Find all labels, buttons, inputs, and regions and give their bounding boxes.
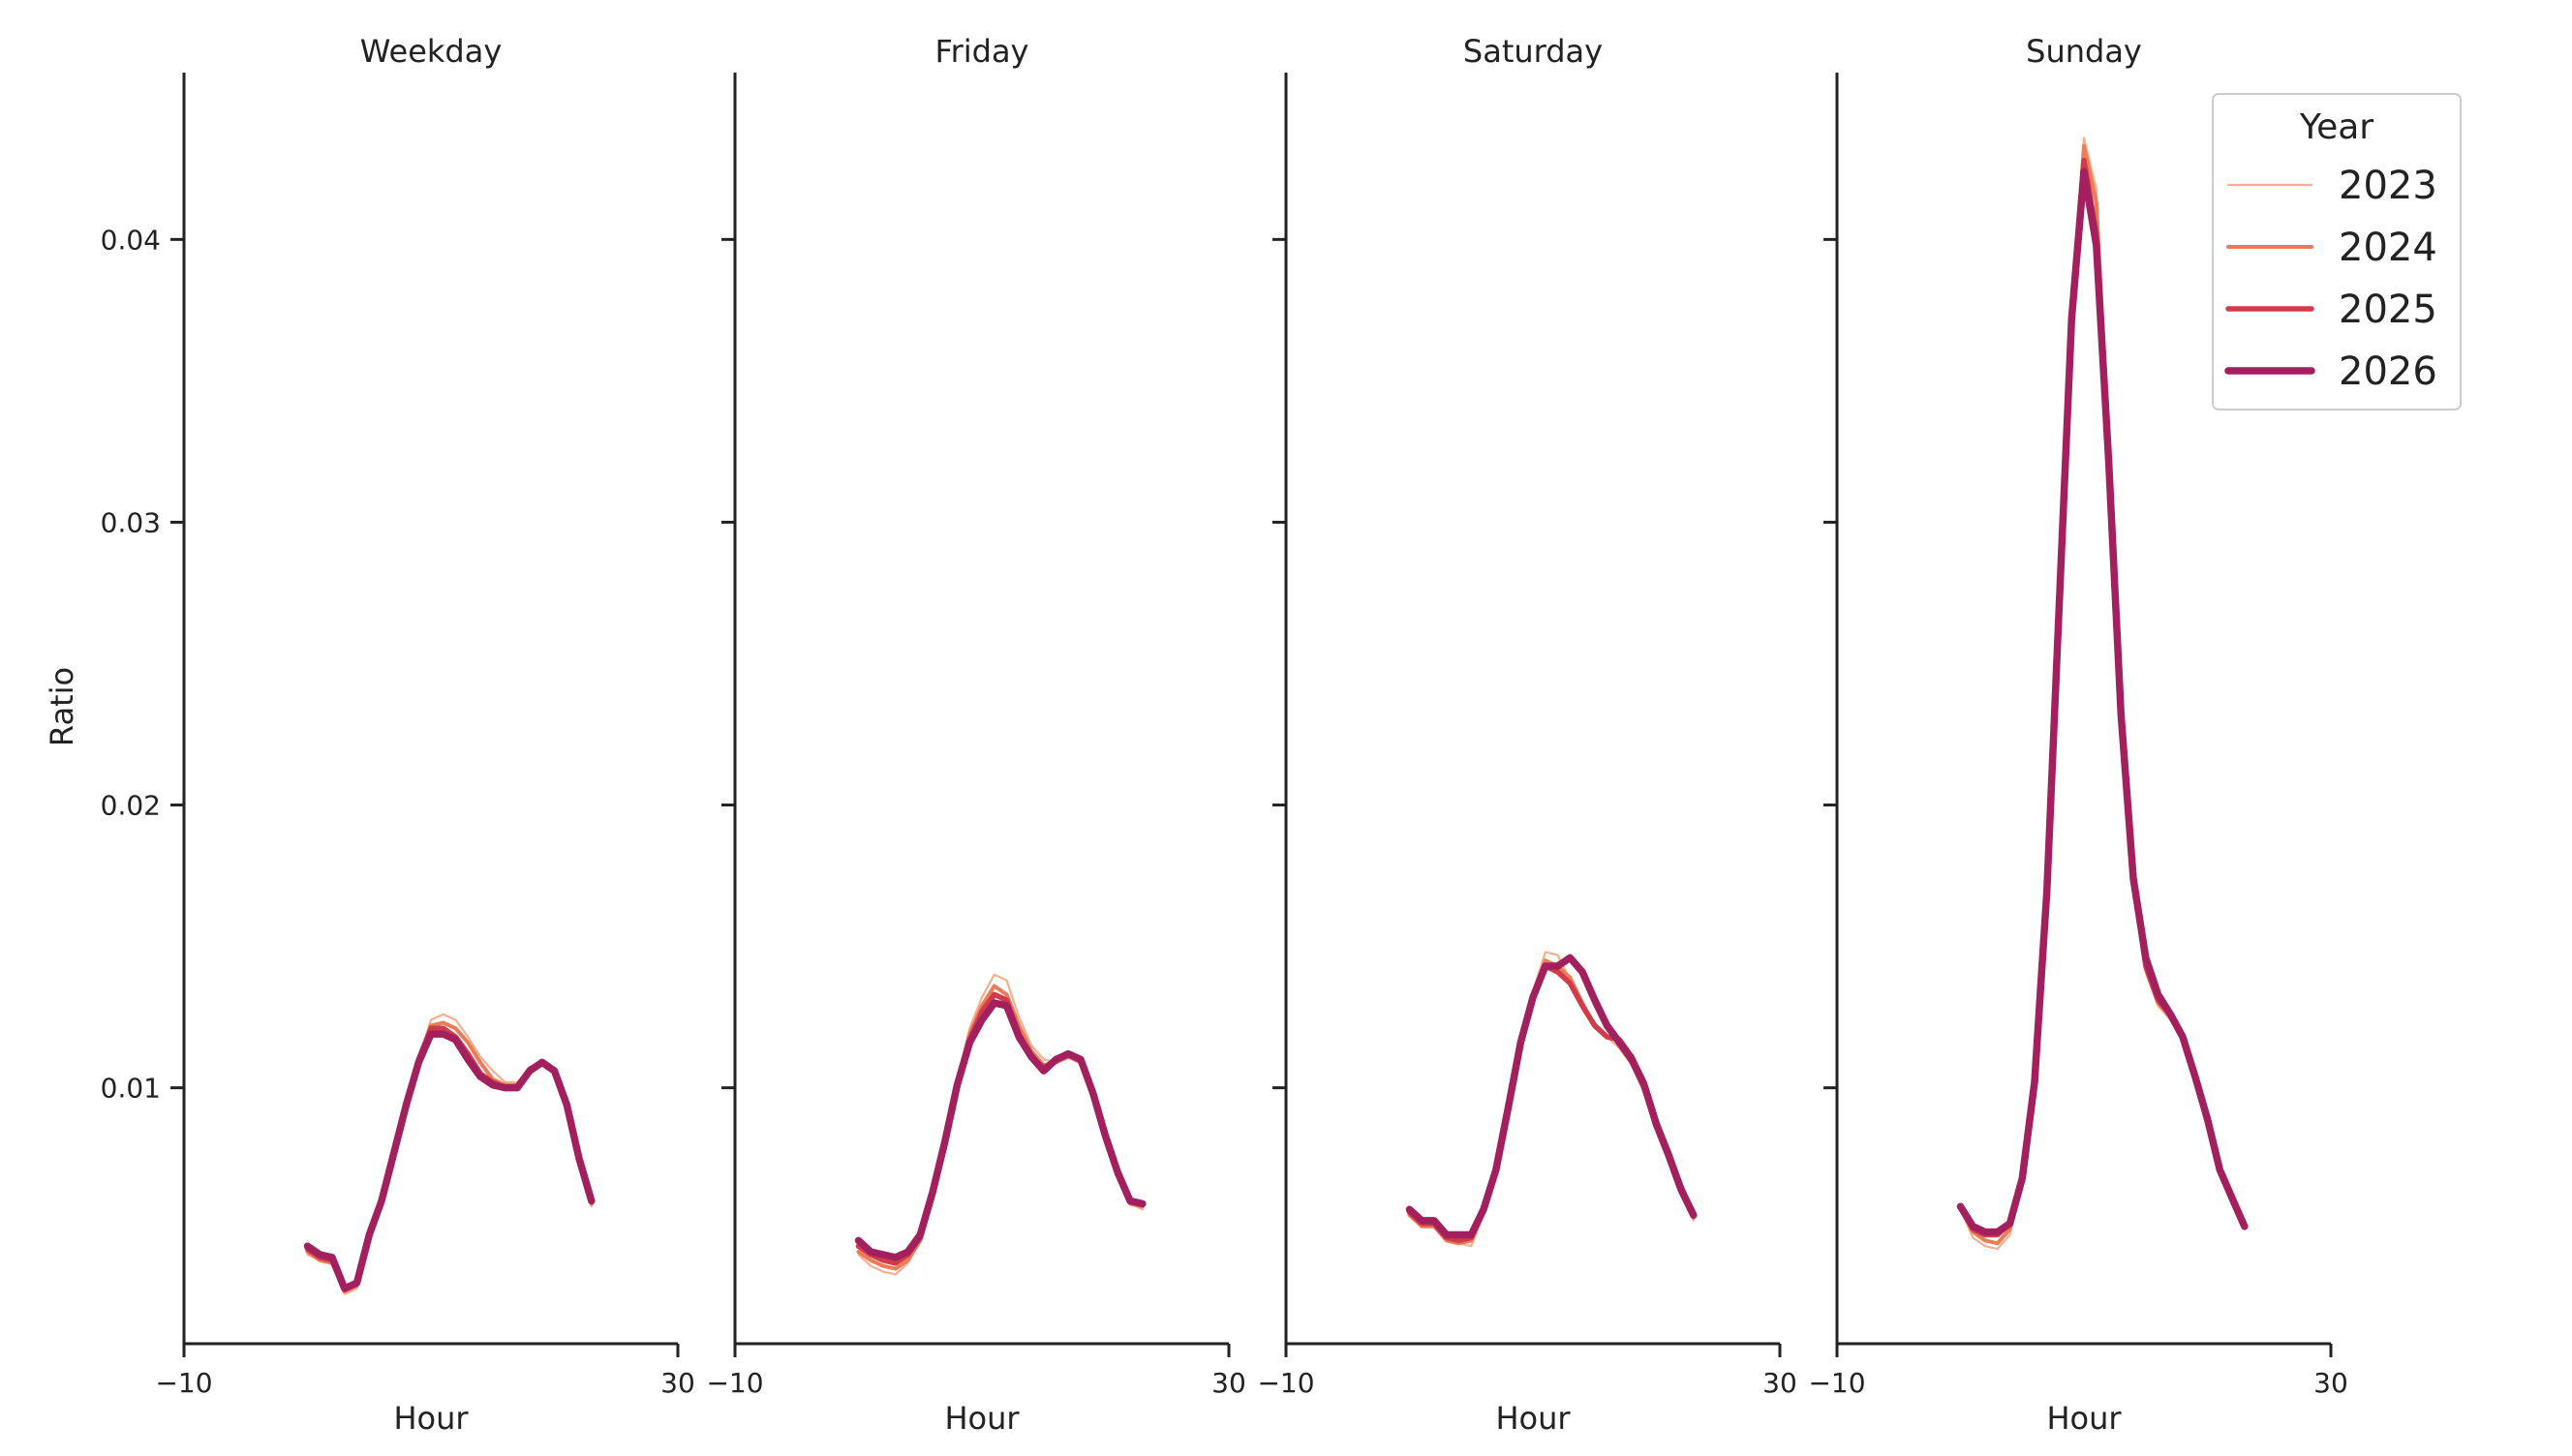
x-axis-label: Hour [1495, 1400, 1571, 1437]
legend-label: 2025 [2339, 288, 2437, 332]
series-line-2023 [306, 1013, 593, 1296]
panel-saturday: Saturday −10 30 Hour [1257, 33, 1796, 1437]
legend-entry-2024: 2024 [2226, 226, 2437, 270]
panel-friday: Friday −10 30 Hour [706, 33, 1245, 1437]
series-line-2026 [1956, 167, 2249, 1236]
x-tick-label: −10 [706, 1367, 763, 1399]
y-tick-label: 0.03 [101, 506, 161, 538]
panel-sunday: Sunday −10 30 Hour [1808, 33, 2347, 1437]
legend-title: Year [2299, 107, 2373, 147]
x-tick-label: 30 [2313, 1367, 2348, 1399]
x-tick-label: 30 [660, 1367, 695, 1399]
x-tick-label: −10 [1257, 1367, 1314, 1399]
y-tick-label: 0.01 [101, 1073, 161, 1105]
y-tick-label: 0.04 [101, 224, 161, 256]
x-axis-label: Hour [2046, 1400, 2122, 1437]
panel-title: Sunday [2026, 33, 2142, 70]
x-tick-label: 30 [1211, 1367, 1246, 1399]
series-line-2026 [303, 1030, 596, 1292]
x-tick-label: 30 [1762, 1367, 1797, 1399]
panel-title: Weekday [360, 33, 503, 70]
legend-entry-2025: 2025 [2225, 288, 2437, 332]
legend-label: 2023 [2339, 164, 2437, 208]
panel-title: Friday [935, 33, 1029, 70]
x-axis-label: Hour [393, 1400, 469, 1437]
legend-label: 2026 [2339, 349, 2437, 394]
x-axis-label: Hour [944, 1400, 1020, 1437]
panel-title: Saturday [1463, 33, 1603, 70]
legend-label: 2024 [2339, 226, 2437, 270]
series-line-2026 [854, 999, 1147, 1261]
legend: Year 2023 2024 2025 2026 [2212, 93, 2462, 410]
panel-weekday: Weekday 0.01 0.02 0.03 0.04 −10 30 Hour [101, 33, 695, 1437]
series-line-2026 [1405, 954, 1698, 1239]
y-axis-label: Ratio [44, 667, 80, 746]
x-tick-label: −10 [1808, 1367, 1865, 1399]
legend-entry-2023: 2023 [2226, 164, 2437, 208]
panels: Weekday 0.01 0.02 0.03 0.04 −10 30 Hour Friday −1… [101, 33, 2348, 1437]
x-tick-label: −10 [155, 1367, 212, 1399]
y-tick-label: 0.02 [101, 790, 161, 822]
legend-frame [2212, 93, 2462, 410]
legend-entry-2026: 2026 [2224, 349, 2437, 394]
